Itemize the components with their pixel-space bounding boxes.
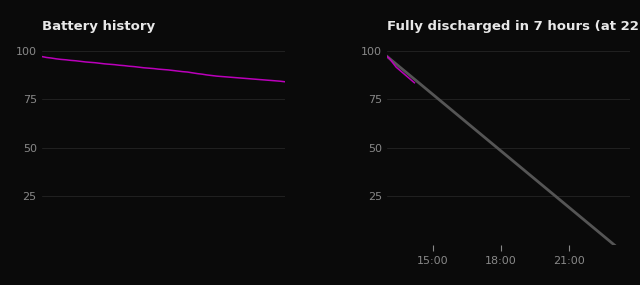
Text: Battery history: Battery history [42, 20, 155, 33]
Text: Fully discharged in 7 hours (at 22:55): Fully discharged in 7 hours (at 22:55) [387, 20, 640, 33]
